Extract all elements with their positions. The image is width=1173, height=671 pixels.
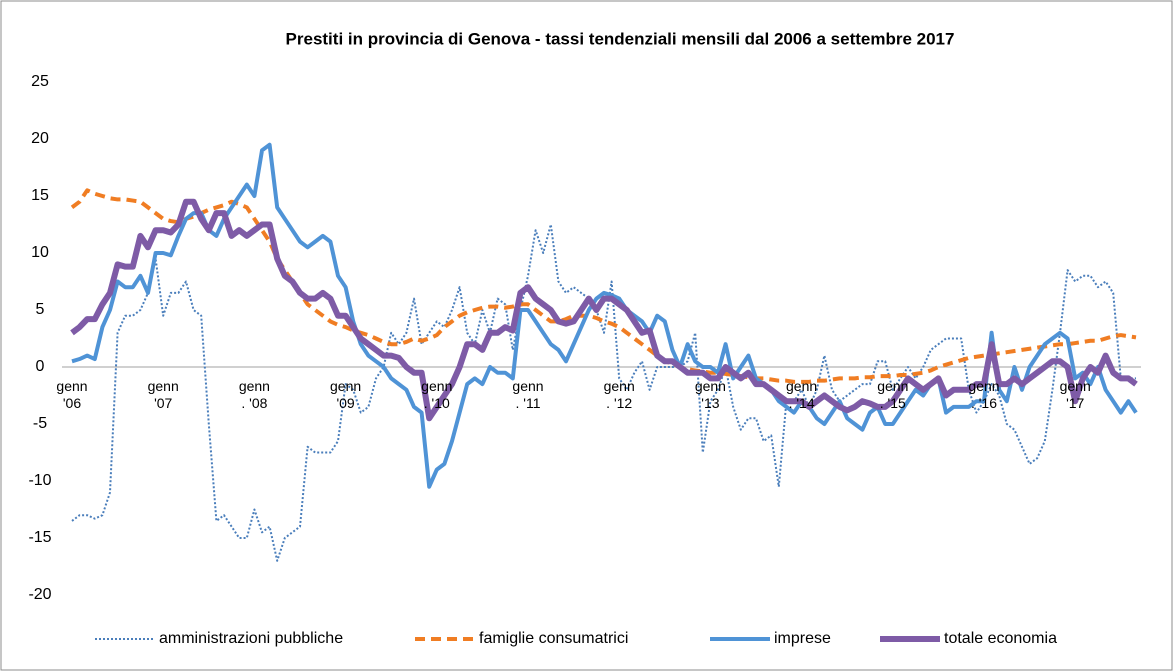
x-tick-label: genn '17 (1059, 378, 1091, 411)
x-tick-label: genn . '14 (786, 378, 818, 411)
x-tick-label: genn '13 (694, 378, 726, 411)
x-tick-label: genn . '16 (968, 378, 1000, 411)
legend-label: amministrazioni pubbliche (159, 630, 343, 647)
x-tick-label: genn . '11 (512, 378, 544, 411)
x-tick-label: genn . '12 (603, 378, 635, 411)
legend-label: famiglie consumatrici (479, 630, 628, 647)
x-tick-label: genn '06 (56, 378, 88, 411)
y-tick-label: 5 (36, 301, 45, 318)
line-series (71, 223, 1136, 562)
y-tick-label: -10 (28, 472, 51, 489)
line-series (71, 142, 1138, 489)
y-tick-label: 0 (36, 358, 45, 375)
y-tick-label: 20 (31, 130, 49, 147)
y-tick-label: -20 (28, 586, 51, 603)
y-tick-label: -15 (28, 529, 51, 546)
x-tick-label: genn . '08 (238, 378, 270, 411)
x-tick-label: genn . '10 (421, 378, 453, 411)
y-tick-label: -5 (33, 415, 47, 432)
y-tick-label: 25 (31, 73, 49, 90)
legend-label: totale economia (944, 630, 1057, 647)
y-tick-label: 15 (31, 187, 49, 204)
x-tick-label: genn '07 (147, 378, 179, 411)
x-tick-label: genn . '15 (877, 378, 909, 411)
chart-title: Prestiti in provincia di Genova - tassi … (286, 29, 955, 48)
line-series (70, 188, 1137, 384)
y-tick-label: 10 (31, 244, 49, 261)
legend-label: imprese (774, 630, 831, 647)
line-series (70, 198, 1138, 422)
x-tick-label: genn '09 (330, 378, 362, 411)
